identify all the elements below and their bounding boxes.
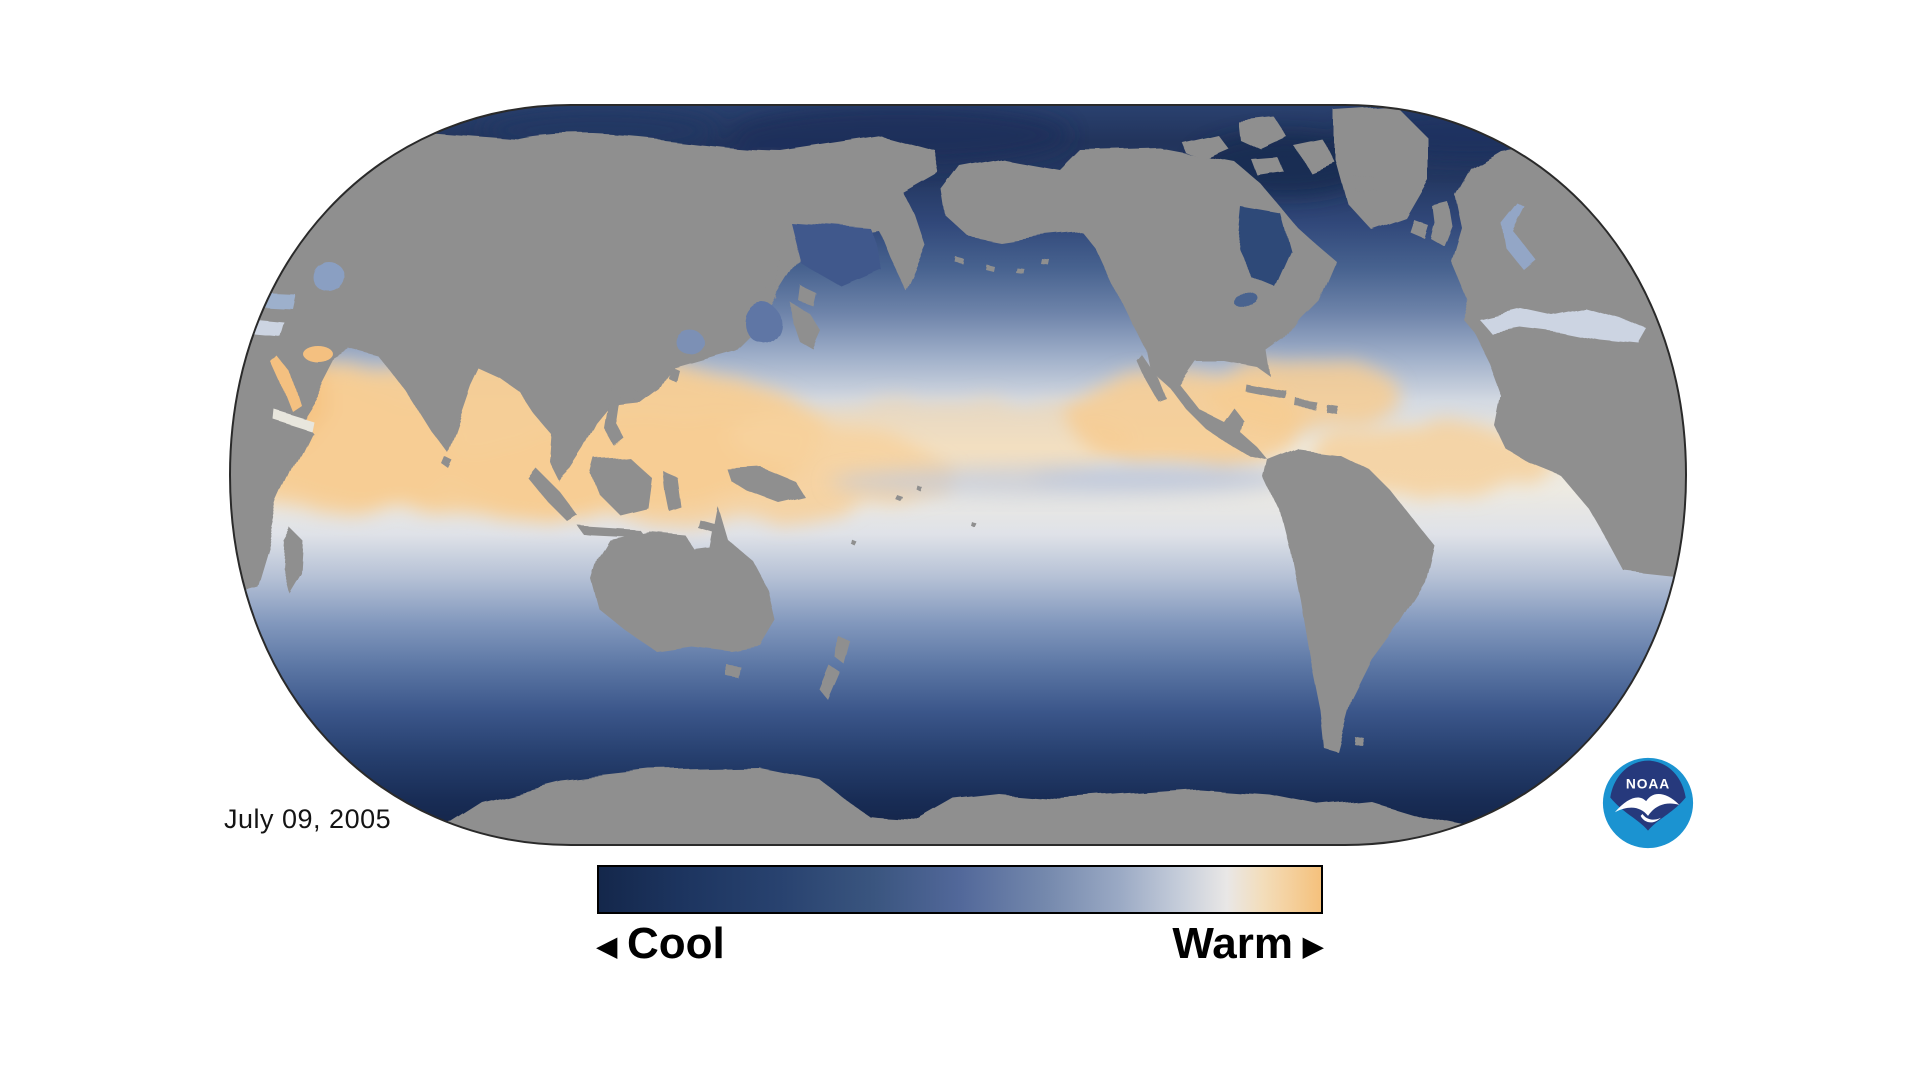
landmass-sumatra [528, 468, 578, 522]
landmass-sulawesi [664, 472, 682, 512]
noaa-logo-text: NOAA [1626, 776, 1670, 791]
landmass-greenland [1336, 108, 1428, 230]
noaa-logo-shield [1610, 760, 1686, 831]
landmass-baja [1138, 356, 1166, 401]
gulf-of-aden [272, 408, 312, 430]
great-lakes [1234, 295, 1262, 309]
caspian-sea [314, 263, 346, 293]
red-sea [271, 356, 300, 410]
warm-arrow-icon: ▶ [1303, 931, 1323, 961]
landmass-iceland [1352, 176, 1378, 192]
landmass-philippines [606, 388, 626, 448]
map-outline [228, 104, 1688, 846]
landmass-cuba [1245, 384, 1288, 399]
sea-of-okhotsk [790, 222, 880, 285]
legend-colorbar [597, 865, 1323, 914]
map-clipped-content [230, 105, 1686, 845]
equatorial-cold-tongue [830, 464, 1290, 498]
date-label: July 09, 2005 [224, 804, 392, 834]
warm-label: Warm [1172, 919, 1293, 968]
landmass-madagascar [281, 528, 302, 592]
landmass-new-guinea [728, 468, 806, 504]
cool-arrow-icon: ◀ [597, 931, 617, 961]
sea-of-japan [744, 302, 780, 342]
landmass-tasmania [726, 664, 740, 678]
landmass-java [578, 526, 646, 538]
landmass-australia [592, 506, 775, 650]
landmass-british-isles [1430, 202, 1452, 246]
landmass-south-america [1266, 450, 1434, 752]
landmasses [230, 108, 1686, 752]
landmass-antarctica [400, 768, 1520, 845]
noaa-seagull-icon [1614, 794, 1680, 816]
landmass-arctic-islands [1180, 132, 1228, 158]
landmass-japan [798, 285, 815, 305]
noaa-logo: NOAA [1602, 757, 1694, 849]
persian-gulf [305, 348, 335, 364]
inland-seas [236, 202, 1648, 430]
landmass-new-zealand [834, 634, 850, 664]
landmass-borneo [592, 458, 652, 515]
cool-label-group: ◀ Cool [597, 919, 725, 969]
baltic-sea [1500, 202, 1532, 266]
legend-labels: ◀ Cool Warm ▶ [597, 918, 1323, 970]
yellow-sea [674, 328, 702, 352]
black-sea [250, 292, 295, 308]
hudson-bay [1238, 208, 1292, 288]
landmass-eurasia-africa-east [230, 128, 940, 592]
cool-label: Cool [627, 919, 725, 968]
mediterranean-west [1478, 308, 1648, 344]
caribbean-islands [1245, 384, 1338, 413]
warm-label-group: Warm ▶ [1172, 919, 1323, 969]
landmass-sakhalin [768, 250, 781, 300]
landmass-north-america [944, 148, 1335, 462]
